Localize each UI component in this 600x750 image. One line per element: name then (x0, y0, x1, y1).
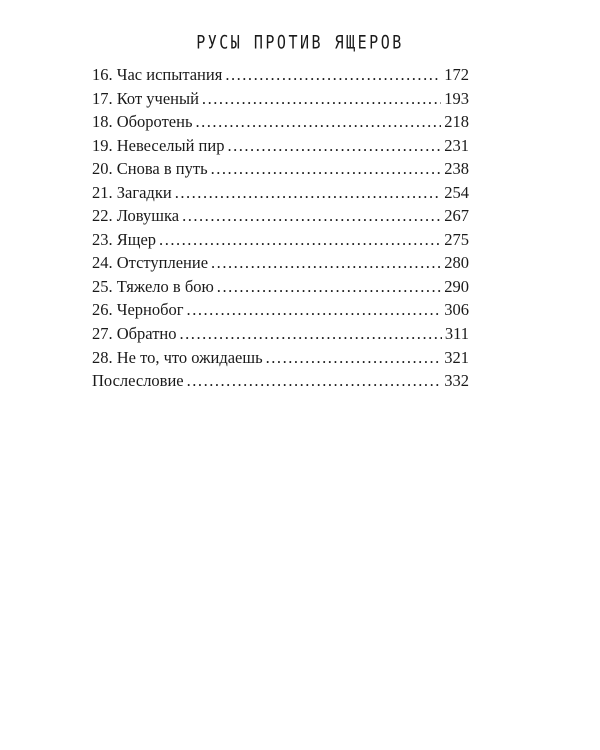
dot-leader (187, 369, 442, 393)
dot-leader (202, 87, 441, 111)
toc-entry-title: 26. Чернобог (92, 300, 184, 320)
toc-entry-page: 290 (444, 276, 469, 296)
toc-entry: 27. Обратно 311 (92, 322, 469, 346)
toc-entry-title: 27. Обратно (92, 324, 177, 344)
dot-leader (180, 322, 442, 346)
table-of-contents: 16. Час испытания17217. Кот ученый19318.… (92, 63, 469, 393)
toc-entry-title: 20. Снова в путь (92, 159, 208, 179)
dot-leader (175, 181, 442, 205)
toc-entry-page: 254 (444, 182, 469, 202)
toc-entry-title: 16. Час испытания (92, 65, 223, 84)
toc-entry: 24. Отступление 280 (92, 251, 469, 275)
toc-entry: Послесловие 332 (92, 369, 469, 393)
toc-entry: 19. Невеселый пир 231 (92, 134, 469, 158)
toc-entry: 16. Час испытания 172 (92, 63, 469, 87)
dot-leader (182, 204, 441, 228)
toc-entry-title: 28. Не то, что ожидаешь (92, 347, 263, 367)
toc-entry: 17. Кот ученый 193 (92, 87, 469, 111)
running-header-title: Русы против ящеров (196, 30, 404, 54)
toc-entry-title: 23. Ящер (92, 229, 157, 249)
dot-leader (211, 157, 442, 181)
dot-leader (217, 275, 441, 299)
toc-entry: 28. Не то, что ожидаешь 321 (92, 346, 469, 370)
dot-leader (159, 228, 441, 252)
dot-leader (211, 251, 441, 275)
toc-entry-page: 238 (444, 159, 469, 179)
toc-entry-title: 21. Загадки (92, 182, 172, 202)
toc-entry-page: 306 (444, 300, 469, 320)
toc-entry-title: Послесловие (92, 371, 184, 391)
toc-entry: 20. Снова в путь 238 (92, 157, 469, 181)
toc-entry: 22. Ловушка 267 (92, 204, 469, 228)
dot-leader (225, 63, 441, 87)
toc-entry-title: 24. Отступление (92, 253, 209, 273)
toc-entry: 26. Чернобог 306 (92, 298, 469, 322)
toc-entry-page: 321 (444, 347, 469, 367)
toc-entry-page: 275 (444, 229, 469, 249)
toc-entry-title: 18. Оборотень (92, 112, 193, 132)
toc-entry-title: 25. Тяжело в бою (92, 276, 214, 296)
toc-entry: 25. Тяжело в бою 290 (92, 275, 469, 299)
toc-entry: 21. Загадки 254 (92, 181, 469, 205)
dot-leader (195, 110, 441, 134)
toc-entry-page: 311 (444, 324, 469, 344)
toc-entry: 23. Ящер 275 (92, 228, 469, 252)
toc-entry-page: 280 (444, 253, 469, 273)
toc-entry-page: 267 (444, 206, 469, 226)
dot-leader (187, 298, 442, 322)
dot-leader (266, 346, 442, 370)
dot-leader (227, 134, 441, 158)
toc-entry-title: 19. Невеселый пир (92, 135, 225, 155)
toc-entry-page: 172 (444, 65, 469, 84)
toc-entry-title: 22. Ловушка (92, 206, 180, 226)
toc-entry-page: 231 (444, 135, 469, 155)
toc-entry: 18. Оборотень 218 (92, 110, 469, 134)
toc-entry-title: 17. Кот ученый (92, 88, 199, 108)
toc-entry-page: 193 (444, 88, 469, 108)
toc-entry-page: 218 (444, 112, 469, 132)
toc-entry-page: 332 (444, 371, 469, 391)
